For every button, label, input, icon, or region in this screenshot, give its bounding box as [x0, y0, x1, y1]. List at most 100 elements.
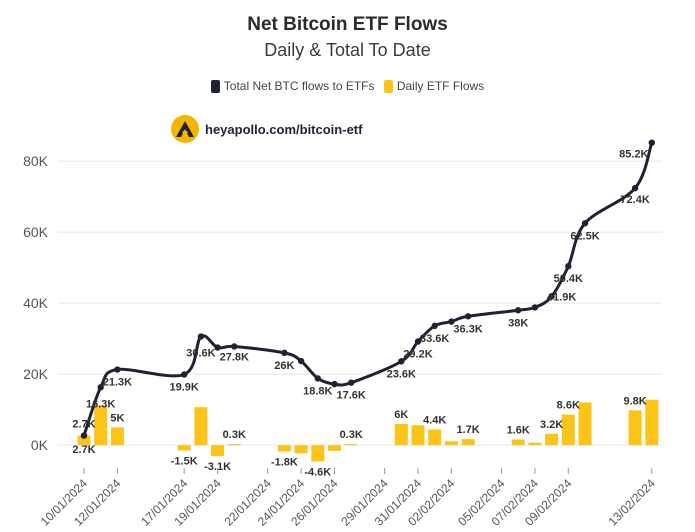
total-flow-point: [431, 322, 438, 330]
total-flow-point: [581, 220, 589, 227]
daily-flow-bar: [294, 445, 308, 454]
total-flow-point: [515, 307, 522, 314]
daily-flow-label: -3.1K: [204, 461, 231, 473]
total-flow-label: 17.6K: [337, 390, 366, 402]
daily-flow-bar: [177, 445, 191, 451]
daily-flow-bar: [444, 441, 458, 446]
daily-flow-label: 9.8K: [623, 395, 646, 407]
total-flow-point: [531, 304, 539, 311]
daily-flow-label: 6K: [394, 409, 408, 421]
total-flow-label: 27.8K: [220, 351, 249, 363]
watermark: heyapollo.com/bitcoin-etf: [171, 114, 362, 144]
total-flow-point: [80, 432, 88, 439]
legend: Total Net BTC flows to ETFs Daily ETF Fl…: [0, 78, 695, 93]
daily-flow-bar: [428, 429, 442, 446]
total-flow-label: 18.8K: [303, 385, 332, 397]
total-flow-point: [114, 366, 121, 373]
total-flow-point: [197, 333, 205, 340]
watermark-text: heyapollo.com/bitcoin-etf: [205, 121, 363, 137]
total-flow-label: 29.2K: [403, 348, 432, 360]
total-flow-point: [314, 375, 321, 382]
chart-title: Net Bitcoin ETF Flows: [247, 14, 448, 35]
legend-label-daily: Daily ETF Flows: [396, 78, 485, 93]
daily-flow-bar: [561, 414, 575, 446]
daily-flow-bar: [311, 445, 325, 462]
total-flow-label: 26K: [274, 360, 294, 372]
total-flow-point: [214, 344, 221, 351]
total-flow-point: [97, 384, 104, 391]
total-flow-label: 62.5K: [570, 230, 599, 242]
y-tick-label: 40K: [23, 295, 49, 311]
y-tick-label: 80K: [23, 153, 49, 169]
daily-flow-label: 5K: [110, 412, 124, 424]
total-flow-label: 36.3K: [453, 323, 482, 335]
total-flow-point: [331, 380, 338, 388]
daily-flow-bar: [277, 445, 291, 452]
total-flow-point: [348, 379, 355, 386]
total-flow-point: [448, 318, 455, 325]
daily-flow-bar: [511, 439, 525, 446]
daily-flow-bar: [394, 423, 408, 446]
daily-flow-label: -1.8K: [271, 457, 298, 469]
daily-flow-label: 4.4K: [423, 415, 446, 427]
total-flow-label: 33.6K: [420, 333, 449, 345]
daily-flow-label: 2.7K: [72, 444, 95, 456]
daily-flow-bar: [545, 433, 559, 446]
daily-flow-bar: [461, 439, 475, 446]
total-flow-label: 72.4K: [620, 194, 649, 206]
total-flow-label: 38K: [508, 317, 528, 329]
total-flow-label: 85.2K: [619, 149, 648, 161]
daily-flow-bar: [110, 427, 124, 446]
daily-flow-label: 1.6K: [507, 424, 530, 436]
legend-label-total: Total Net BTC flows to ETFs: [223, 78, 375, 93]
daily-flow-label: -4.6K: [304, 466, 331, 478]
daily-flow-bar: [628, 410, 642, 446]
daily-flow-label: 0.3K: [223, 429, 246, 441]
chart-subtitle: Daily & Total To Date: [264, 40, 431, 60]
total-flow-point: [414, 338, 422, 345]
daily-flow-bar: [411, 425, 425, 446]
total-flow-label: 23.6K: [387, 368, 416, 380]
daily-flow-bar: [645, 399, 659, 446]
y-tick-label: 60K: [23, 224, 49, 240]
total-flow-point: [565, 263, 572, 270]
y-tick-label: 0K: [31, 437, 49, 453]
total-flow-point: [631, 184, 639, 192]
total-flow-label: 16.3K: [86, 398, 115, 410]
daily-flow-bar: [194, 407, 208, 446]
daily-flow-label: 0.3K: [340, 429, 363, 441]
daily-flow-label: 8.6K: [557, 400, 580, 412]
total-flow-point: [464, 313, 472, 320]
total-flow-label: 30.6K: [186, 348, 215, 360]
legend-item-total[interactable]: Total Net BTC flows to ETFs: [210, 78, 375, 93]
daily-flow-bar: [94, 405, 108, 446]
daily-flow-bar: [77, 435, 91, 446]
total-flow-point: [398, 358, 405, 365]
daily-flow-label: 1.7K: [456, 424, 479, 436]
total-flow-point: [548, 293, 555, 300]
total-flow-label: 21.3K: [103, 377, 132, 389]
daily-flow-bar: [211, 445, 225, 457]
daily-flow-bar: [578, 402, 592, 446]
total-flow-point: [297, 357, 305, 365]
daily-flow-bar: [528, 442, 542, 446]
legend-item-daily[interactable]: Daily ETF Flows: [383, 78, 485, 93]
daily-flow-label: -1.5K: [171, 455, 198, 467]
total-flow-label: 41.9K: [547, 291, 576, 303]
legend-swatch-daily: [383, 79, 393, 93]
x-tick-label: 13/02/2024: [606, 476, 659, 529]
total-flow-point: [648, 139, 655, 146]
y-tick-label: 20K: [23, 366, 49, 382]
total-flow-point: [231, 343, 238, 350]
daily-flow-bar: [227, 444, 241, 446]
total-flow-point: [281, 349, 288, 357]
total-flow-label: 19.9K: [170, 382, 199, 394]
daily-flow-label: 3.2K: [540, 419, 563, 431]
legend-swatch-total: [210, 79, 220, 93]
total-flow-label: 50.4K: [554, 273, 583, 285]
daily-flow-bar: [328, 445, 341, 451]
apollo-logo-icon: [171, 115, 199, 143]
total-flow-label: 2.7K: [72, 419, 95, 431]
daily-flow-bar: [344, 444, 358, 446]
